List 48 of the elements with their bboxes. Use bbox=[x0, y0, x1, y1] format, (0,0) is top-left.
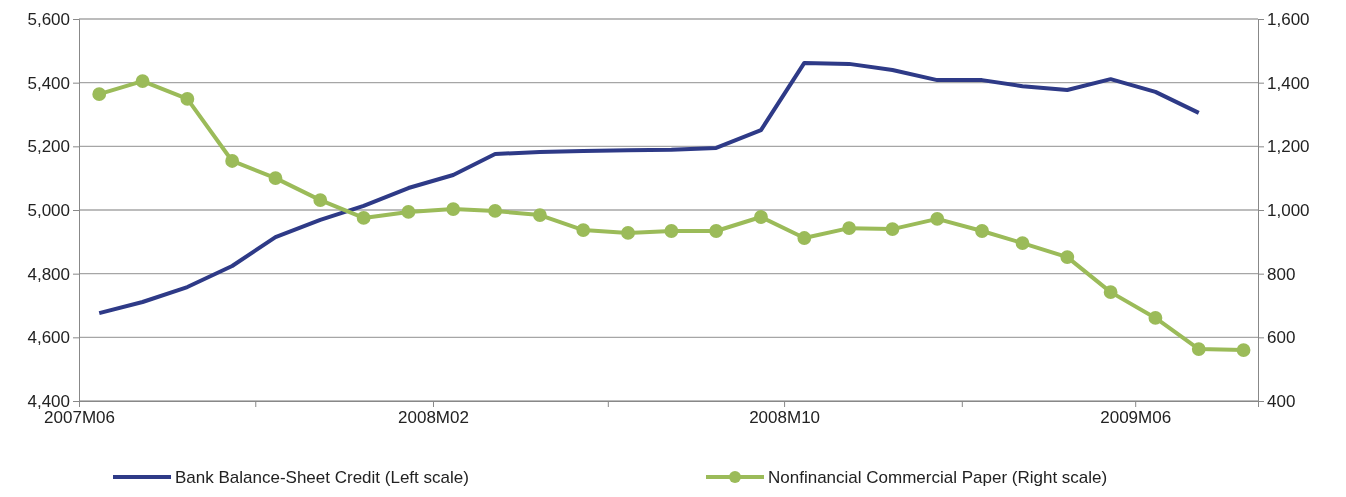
point bbox=[180, 92, 195, 106]
legend-label: Bank Balance-Sheet Credit (Left scale) bbox=[175, 468, 469, 487]
point bbox=[533, 208, 547, 222]
y-tick-label: 5,400 bbox=[27, 73, 70, 93]
point bbox=[664, 224, 679, 238]
point bbox=[930, 212, 945, 226]
point bbox=[1060, 250, 1075, 265]
y-tick-label: 4,800 bbox=[27, 264, 70, 284]
y2-tick-label: 600 bbox=[1267, 328, 1296, 348]
point bbox=[797, 231, 812, 245]
point bbox=[356, 211, 371, 225]
point bbox=[1148, 311, 1163, 325]
x-tick-label: 2007M06 bbox=[44, 408, 115, 428]
y-tick-label: 4,400 bbox=[27, 391, 70, 411]
point bbox=[1191, 342, 1206, 357]
x-tick-label: 2008M10 bbox=[749, 408, 821, 428]
point bbox=[1236, 343, 1251, 357]
line-series bbox=[97, 60, 1201, 316]
point bbox=[92, 87, 107, 102]
y2-tick-label: 1,200 bbox=[1267, 137, 1310, 157]
y-tick-label: 5,000 bbox=[27, 200, 70, 220]
point bbox=[1103, 285, 1118, 300]
point bbox=[401, 205, 416, 219]
point bbox=[135, 74, 150, 88]
point bbox=[975, 224, 989, 238]
point bbox=[842, 221, 857, 236]
y2-tick-label: 1,600 bbox=[1267, 9, 1310, 29]
y-tick-label: 5,600 bbox=[27, 9, 70, 29]
x-tick-label: 2008M02 bbox=[398, 408, 469, 428]
point bbox=[488, 204, 503, 218]
x-tick-label: 2009M06 bbox=[1100, 408, 1172, 428]
point bbox=[1015, 236, 1030, 250]
y2-tick-label: 800 bbox=[1267, 264, 1296, 284]
y-tick-label: 5,200 bbox=[27, 137, 70, 157]
y2-tick-label: 400 bbox=[1267, 391, 1296, 411]
y2-tick-label: 1,400 bbox=[1267, 73, 1310, 93]
y-tick-label: 4,600 bbox=[27, 328, 70, 348]
point bbox=[754, 210, 768, 224]
point bbox=[709, 224, 724, 238]
point bbox=[885, 222, 900, 236]
point bbox=[446, 202, 461, 216]
point bbox=[621, 226, 635, 240]
point bbox=[225, 154, 240, 168]
legend-label: Nonfinancial Commercial Paper (Right scale) bbox=[768, 468, 1108, 487]
y2-tick-label: 1,000 bbox=[1267, 200, 1310, 220]
point bbox=[576, 223, 591, 237]
point bbox=[313, 193, 328, 208]
point bbox=[268, 171, 283, 186]
